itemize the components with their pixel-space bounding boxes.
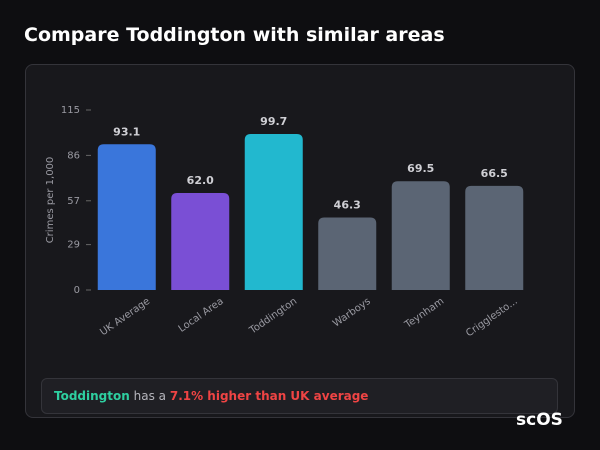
y-axis-label: Crimes per 1,000 [45, 157, 56, 244]
bar [244, 133, 303, 290]
value-label: 66.5 [481, 167, 508, 180]
x-tick-label: Warboys [331, 296, 373, 330]
value-label: 99.7 [260, 115, 287, 128]
x-tick-label: Crigglesto... [464, 296, 520, 339]
bar [391, 181, 450, 290]
x-tick-label: Toddington [247, 296, 299, 337]
value-label: 46.3 [334, 199, 361, 212]
x-tick-label: Local Area [177, 296, 226, 335]
value-label: 62.0 [187, 174, 214, 187]
y-tick-label: 57 [67, 196, 80, 207]
bar [465, 185, 524, 290]
y-tick-label: 86 [67, 150, 80, 161]
callout-area: Toddington [54, 389, 130, 403]
value-label: 69.5 [407, 162, 434, 175]
callout: Toddington has a 7.1% higher than UK ave… [41, 378, 558, 414]
bar [171, 192, 230, 290]
y-tick-label: 0 [74, 285, 80, 296]
y-tick-label: 29 [67, 240, 80, 251]
y-tick-label: 115 [61, 105, 80, 116]
value-label: 93.1 [113, 125, 140, 138]
x-tick-label: UK Average [98, 296, 152, 338]
logo: scOS [516, 410, 563, 430]
bar [97, 144, 156, 290]
bar [318, 217, 377, 290]
page-title: Compare Toddington with similar areas [24, 24, 445, 46]
callout-highlight: 7.1% higher than UK average [169, 389, 369, 403]
x-tick-label: Teynham [402, 296, 446, 331]
callout-text: has a [133, 389, 167, 403]
